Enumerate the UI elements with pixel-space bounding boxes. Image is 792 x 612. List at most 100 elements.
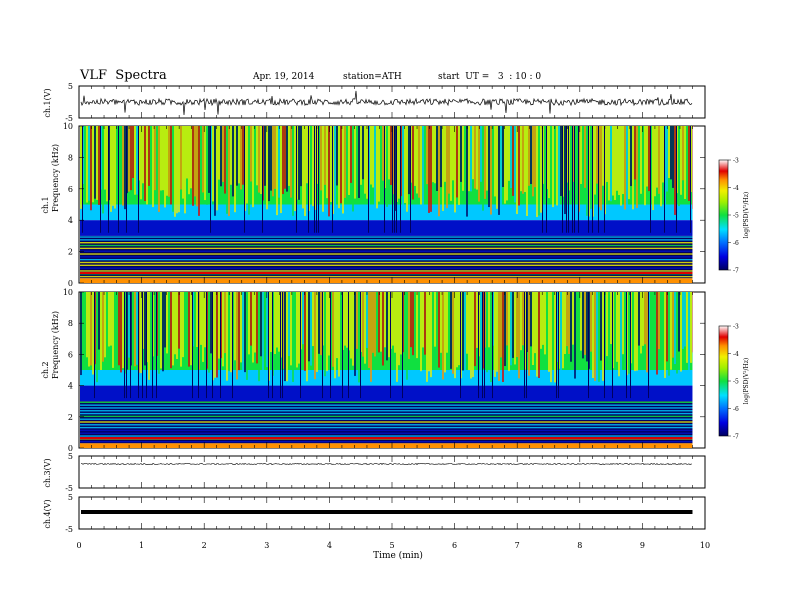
spec-streak (134, 292, 136, 367)
spec-streak (316, 126, 317, 233)
spec-streak (150, 126, 152, 184)
spec-streak (570, 292, 572, 362)
spec-streak (516, 126, 518, 215)
spec-streak (688, 126, 690, 201)
spec-streak (660, 292, 662, 362)
spec-streak (664, 292, 666, 378)
ch1-colorbar (718, 159, 729, 271)
spec-streak (386, 126, 388, 207)
spec-streak (328, 292, 330, 356)
spec-streak (100, 292, 102, 370)
spec-streak (546, 292, 548, 350)
spec-streak (116, 126, 118, 196)
spec-streak (194, 292, 196, 348)
spec-streak (398, 292, 400, 366)
spec-streak (646, 126, 648, 187)
spec-line (80, 424, 693, 426)
spec-streak (170, 292, 172, 369)
spec-streak (356, 126, 358, 202)
spec-streak (522, 126, 524, 194)
spec-streak (200, 292, 202, 345)
spec-streak (152, 126, 154, 208)
spec-streak (392, 126, 393, 233)
spec-streak (98, 292, 100, 350)
spec-streak (526, 292, 527, 399)
spec-streak (246, 292, 248, 380)
spec-streak (626, 126, 628, 210)
spec-streak (310, 126, 312, 195)
spec-streak (474, 292, 476, 367)
colorbar-tick-label: -4 (733, 351, 739, 358)
spec-streak (196, 292, 198, 347)
spec-line (80, 270, 693, 272)
spec-streak (422, 126, 424, 209)
spec-streak (180, 126, 182, 190)
spec-streak (628, 126, 630, 200)
spec-streak (348, 292, 349, 399)
spec-streak (558, 126, 560, 211)
chart-title: VLF Spectra (80, 68, 167, 83)
spec-streak (182, 292, 184, 358)
spec-streak (422, 292, 424, 348)
x-tick-label: 9 (640, 541, 645, 550)
spec-line (80, 401, 693, 404)
y-tick-label: 10 (63, 288, 73, 297)
spec-streak (424, 292, 426, 355)
spec-streak (374, 292, 376, 357)
spec-streak (450, 292, 452, 369)
y-tick-label: 4 (68, 216, 73, 225)
spec-streak (574, 292, 576, 379)
spec-streak (102, 292, 104, 362)
spec-streak (486, 292, 488, 373)
spec-band (80, 385, 693, 402)
spec-streak (548, 292, 550, 372)
spec-streak (498, 126, 500, 215)
spec-streak (428, 292, 430, 372)
spec-streak (84, 126, 86, 189)
spec-streak (608, 126, 610, 201)
ch4-waveform-ylabel: ch.4(V) (43, 499, 52, 528)
spec-streak (396, 126, 397, 233)
spec-streak (122, 126, 124, 206)
spec-streak (210, 292, 212, 354)
spec-streak (216, 292, 218, 378)
spec-streak (430, 292, 432, 378)
spec-streak (590, 126, 592, 209)
spec-streak (672, 292, 674, 358)
spec-streak (370, 292, 372, 382)
spec-streak (560, 292, 562, 382)
spec-streak (164, 292, 166, 348)
spec-streak (212, 292, 213, 399)
spec-streak (526, 126, 528, 217)
spec-streak (444, 292, 446, 373)
spec-streak (228, 126, 230, 217)
spec-streak (624, 126, 626, 210)
spec-streak (504, 126, 506, 204)
spec-streak (426, 292, 428, 382)
spec-streak (406, 292, 408, 380)
spec-streak (226, 292, 228, 381)
spec-streak (174, 126, 176, 217)
spec-streak (382, 126, 384, 181)
spec-streak (602, 292, 604, 381)
spec-streak (638, 292, 640, 346)
spec-streak (478, 292, 479, 399)
spec-streak (530, 292, 532, 347)
spec-streak (112, 126, 114, 206)
spec-streak (158, 292, 160, 374)
spec-streak (268, 292, 269, 399)
ch1-waveform (80, 90, 693, 116)
spec-streak (440, 292, 442, 353)
spec-streak (674, 292, 676, 365)
spec-streak (486, 126, 488, 191)
spec-streak (312, 126, 314, 207)
spec-streak (578, 126, 579, 233)
colorbar-tick-label: -5 (733, 213, 739, 220)
spec-streak (396, 292, 398, 382)
spec-streak (126, 126, 127, 233)
spec-streak (110, 126, 112, 212)
spec-streak (618, 126, 620, 196)
spec-streak (276, 292, 278, 348)
spec-line (80, 239, 693, 241)
spec-streak (610, 292, 612, 345)
